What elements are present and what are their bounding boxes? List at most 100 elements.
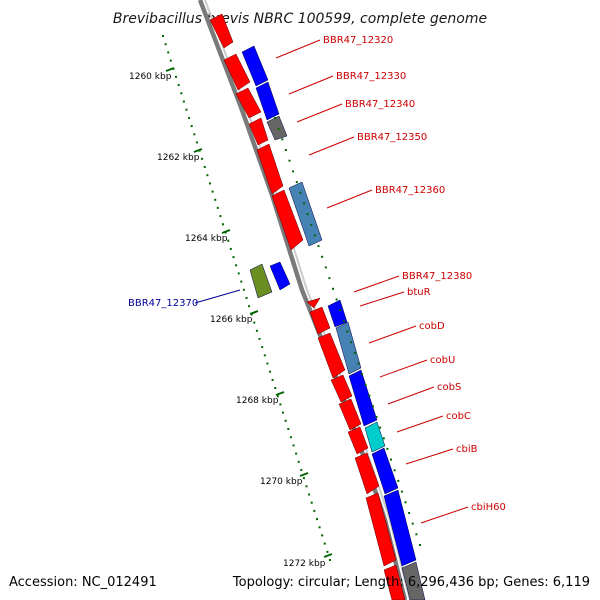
gene-label-bbr47-12370[interactable]: BBR47_12370 xyxy=(128,298,198,309)
ruler-dot xyxy=(305,485,308,488)
ruler-dot xyxy=(255,329,258,332)
ruler-dot xyxy=(310,501,313,504)
gene-cbih60-arrow[interactable] xyxy=(365,492,397,567)
gene-bbr47-12330-block[interactable] xyxy=(255,81,280,121)
ruler-dot xyxy=(324,266,327,269)
ruler-dot xyxy=(326,550,329,553)
ruler-dot xyxy=(281,138,284,141)
ruler-tick-label: 1262 kbp xyxy=(157,153,200,163)
ruler-dot xyxy=(361,373,363,376)
ruler-dot xyxy=(317,245,320,248)
gene-label-cbib[interactable]: cbiB xyxy=(456,444,478,455)
gene-label-bbr47-12330[interactable]: BBR47_12330 xyxy=(336,71,406,82)
ruler-dot xyxy=(261,346,264,349)
ruler-dot xyxy=(411,522,414,525)
gene-bbr47-12370-olive[interactable] xyxy=(249,263,273,299)
ruler-major-tick xyxy=(275,391,285,396)
ruler-dot xyxy=(185,108,188,111)
ruler-dot xyxy=(375,415,378,418)
ruler-dot xyxy=(274,387,277,390)
gene-label-cobd[interactable]: cobD xyxy=(419,321,445,332)
gene-bbr47-12320-arrow[interactable] xyxy=(223,53,251,91)
gene-cobu-arrow[interactable] xyxy=(330,374,353,403)
ruler-dot xyxy=(211,190,214,193)
gene-bbr47-12370-blue[interactable] xyxy=(269,261,291,291)
ruler-tick-label: 1266 kbp xyxy=(210,315,253,325)
ruler-dot xyxy=(295,452,298,455)
ruler-tick-label: 1268 kbp xyxy=(236,396,279,406)
gene-label-cbih60[interactable]: cbiH60 xyxy=(471,502,506,513)
gene-label-bbr47-12350[interactable]: BBR47_12350 xyxy=(357,132,427,143)
ruler-dot xyxy=(240,280,243,283)
gene-bbr47-12330-arrow[interactable] xyxy=(235,87,262,119)
ruler-dot xyxy=(357,362,360,365)
ruler-dot xyxy=(263,354,266,357)
gene-bbr47-12340-arrow[interactable] xyxy=(248,117,269,146)
gene-label-btur[interactable]: btuR xyxy=(407,287,431,298)
gene-bbr47-12380-block[interactable] xyxy=(327,299,348,328)
gene-bbr47-12340-block[interactable] xyxy=(266,115,288,141)
gene-cbib-block[interactable] xyxy=(371,447,399,495)
ruler-dot xyxy=(190,125,193,128)
ruler-dot xyxy=(400,490,403,493)
gene-label-bbr47-12380[interactable]: BBR47_12380 xyxy=(402,271,472,282)
gene-label-cobc[interactable]: cobC xyxy=(446,411,471,422)
ruler-dot xyxy=(266,362,269,365)
gene-label-cobs[interactable]: cobS xyxy=(437,382,461,393)
gene-btur-arrow[interactable] xyxy=(306,297,321,309)
gene-cobd-block[interactable] xyxy=(335,321,362,375)
ruler-dot xyxy=(303,202,305,205)
ruler-dot xyxy=(235,264,238,267)
ruler-dot xyxy=(323,542,326,545)
ruler-dot xyxy=(169,59,172,62)
gene-label-cobu[interactable]: cobU xyxy=(430,355,455,366)
gene-label-bbr47-12360[interactable]: BBR47_12360 xyxy=(375,185,445,196)
gene-cbih60-block[interactable] xyxy=(383,489,417,567)
ruler-dot xyxy=(214,198,217,201)
ruler-dot xyxy=(292,444,295,447)
gene-bbr47-12360-block[interactable] xyxy=(288,181,323,247)
gene-bbr47-12310-arrow[interactable] xyxy=(209,13,234,49)
ruler-dot xyxy=(379,426,382,429)
gene-cobc-block[interactable] xyxy=(364,421,386,453)
ruler-dot xyxy=(329,559,331,561)
ruler-dot xyxy=(313,509,316,512)
ruler-tick-label: 1272 kbp xyxy=(283,559,326,569)
ruler-dot xyxy=(408,512,411,514)
ruler-dot xyxy=(216,206,219,209)
gene-bbr47-12350-arrow[interactable] xyxy=(256,143,284,195)
ruler-dot xyxy=(386,447,389,450)
gene-bbr47-12360-arrow[interactable] xyxy=(271,189,304,251)
gene-cobs-arrow[interactable] xyxy=(338,398,362,431)
ruler-dot xyxy=(292,170,295,173)
gene-label-bbr47-12340[interactable]: BBR47_12340 xyxy=(345,99,415,110)
gene-bbr47-12320-block[interactable] xyxy=(241,45,269,87)
gene-label-bbr47-12320[interactable]: BBR47_12320 xyxy=(323,35,393,46)
ruler-dot xyxy=(284,149,287,151)
ruler-dot xyxy=(182,100,185,103)
ruler-dot xyxy=(310,223,313,226)
ruler-dot xyxy=(419,544,421,546)
gene-cobd-2-arrow[interactable] xyxy=(317,332,346,379)
ruler-major-tick xyxy=(249,310,259,315)
ruler-dot xyxy=(288,159,291,162)
gene-next-arrow[interactable] xyxy=(383,564,406,600)
gene-cobs-block[interactable] xyxy=(348,369,378,427)
ruler-major-tick xyxy=(299,472,309,477)
ruler-dot xyxy=(350,341,353,344)
gene-cobc-arrow[interactable] xyxy=(347,426,369,455)
map-title: Brevibacillus brevis NBRC 100599, comple… xyxy=(113,11,487,27)
ruler-dot xyxy=(308,493,311,496)
ruler-dot xyxy=(382,437,385,440)
ruler-dot xyxy=(328,277,331,280)
ruler-dot xyxy=(232,256,235,259)
ruler-dot xyxy=(397,479,400,482)
gene-cobd-arrow[interactable] xyxy=(309,306,331,335)
reverse-strand-genes xyxy=(241,45,426,600)
gene-end-block[interactable] xyxy=(401,561,426,600)
ruler-tick-label: 1270 kbp xyxy=(260,477,303,487)
gene-cbib-arrow[interactable] xyxy=(354,452,380,495)
ruler-dot xyxy=(287,428,290,430)
ruler-dot xyxy=(193,133,196,136)
